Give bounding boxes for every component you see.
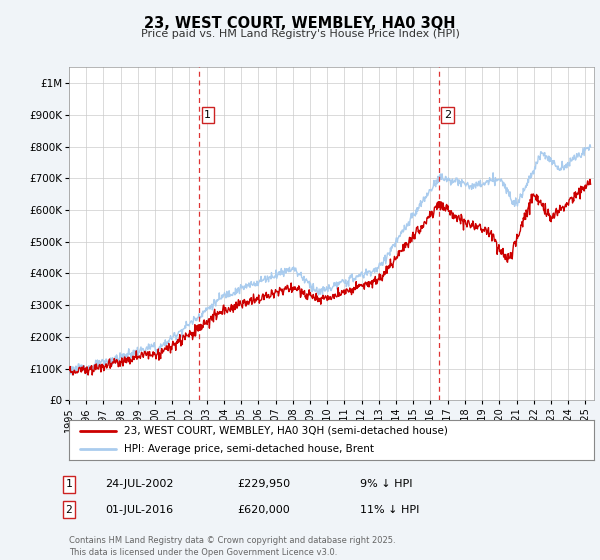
Text: 2: 2 bbox=[65, 505, 73, 515]
Text: 23, WEST COURT, WEMBLEY, HA0 3QH (semi-detached house): 23, WEST COURT, WEMBLEY, HA0 3QH (semi-d… bbox=[124, 426, 448, 436]
Text: HPI: Average price, semi-detached house, Brent: HPI: Average price, semi-detached house,… bbox=[124, 445, 374, 454]
Text: 01-JUL-2016: 01-JUL-2016 bbox=[105, 505, 173, 515]
Text: £620,000: £620,000 bbox=[237, 505, 290, 515]
Text: 1: 1 bbox=[204, 110, 211, 120]
Text: 23, WEST COURT, WEMBLEY, HA0 3QH: 23, WEST COURT, WEMBLEY, HA0 3QH bbox=[144, 16, 456, 31]
Text: Contains HM Land Registry data © Crown copyright and database right 2025.
This d: Contains HM Land Registry data © Crown c… bbox=[69, 536, 395, 557]
Text: 9% ↓ HPI: 9% ↓ HPI bbox=[360, 479, 413, 489]
Text: £229,950: £229,950 bbox=[237, 479, 290, 489]
Text: Price paid vs. HM Land Registry's House Price Index (HPI): Price paid vs. HM Land Registry's House … bbox=[140, 29, 460, 39]
Text: 11% ↓ HPI: 11% ↓ HPI bbox=[360, 505, 419, 515]
Text: 24-JUL-2002: 24-JUL-2002 bbox=[105, 479, 173, 489]
Text: 2: 2 bbox=[444, 110, 451, 120]
Text: 1: 1 bbox=[65, 479, 73, 489]
